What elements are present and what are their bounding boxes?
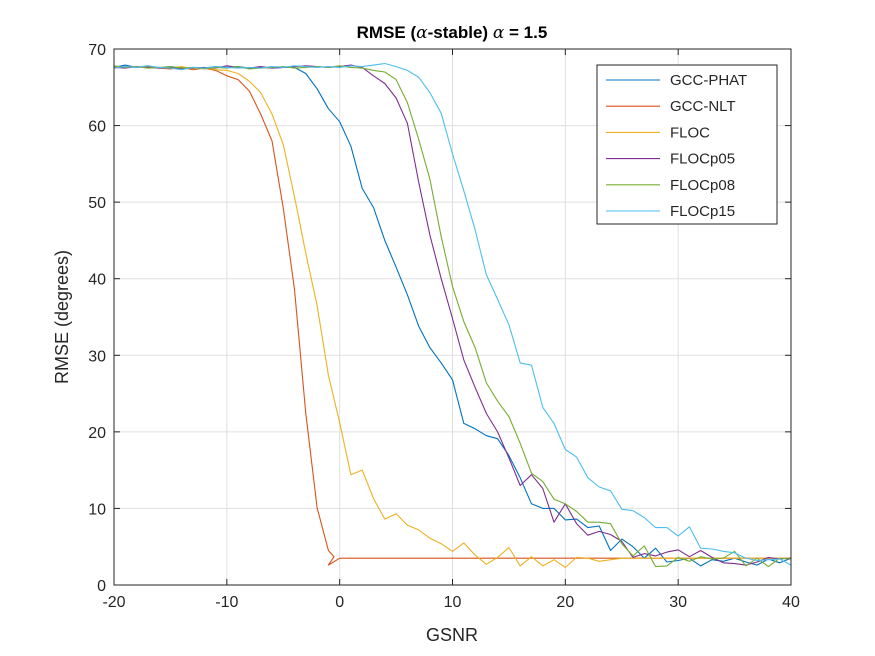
title-alpha-1: α: [416, 23, 428, 43]
x-tick-label: 30: [669, 594, 687, 611]
y-tick-labels: 0 10 20 30 40 50 60 70: [88, 42, 106, 595]
y-tick-label: 60: [88, 119, 106, 136]
legend-label: FLOCp15: [670, 203, 735, 220]
axis-ticks: [113, 48, 792, 586]
legend-label: FLOCp08: [670, 177, 735, 194]
x-tick-label: 40: [782, 594, 800, 611]
x-tick-label: -10: [215, 594, 238, 611]
x-tick-label: 10: [444, 594, 462, 611]
legend-label: FLOC: [670, 124, 710, 141]
chart-title: RMSE (α-stable) α = 1.5: [357, 23, 548, 43]
series-line-flocp08: [113, 65, 792, 568]
series-line-flocp15: [113, 62, 792, 566]
y-tick-label: 50: [88, 195, 106, 212]
y-tick-label: 0: [97, 578, 106, 595]
legend: GCC-PHAT GCC-NLT FLOC FLOCp05 FLOCp08 FLOCp15: [596, 64, 778, 225]
legend-box: [596, 64, 778, 225]
legend-label: GCC-PHAT: [670, 72, 747, 89]
y-tick-label: 30: [88, 348, 106, 365]
title-alpha-2: α: [493, 23, 505, 43]
y-tick-label: 20: [88, 425, 106, 442]
y-tick-label: 40: [88, 272, 106, 289]
x-axis-label: GSNR: [426, 625, 478, 645]
legend-label: FLOCp05: [670, 151, 735, 168]
legend-label: GCC-NLT: [670, 98, 736, 115]
x-tick-label: -20: [102, 594, 125, 611]
series-lines: [113, 62, 792, 568]
x-tick-label: 0: [335, 594, 344, 611]
y-axis-label: RMSE (degrees): [52, 250, 72, 384]
x-tick-labels: -20 -10 0 10 20 30 40: [102, 594, 800, 611]
series-line-flocp05: [113, 64, 792, 566]
x-tick-label: 20: [556, 594, 574, 611]
y-tick-label: 70: [88, 42, 106, 59]
y-tick-label: 10: [88, 501, 106, 518]
